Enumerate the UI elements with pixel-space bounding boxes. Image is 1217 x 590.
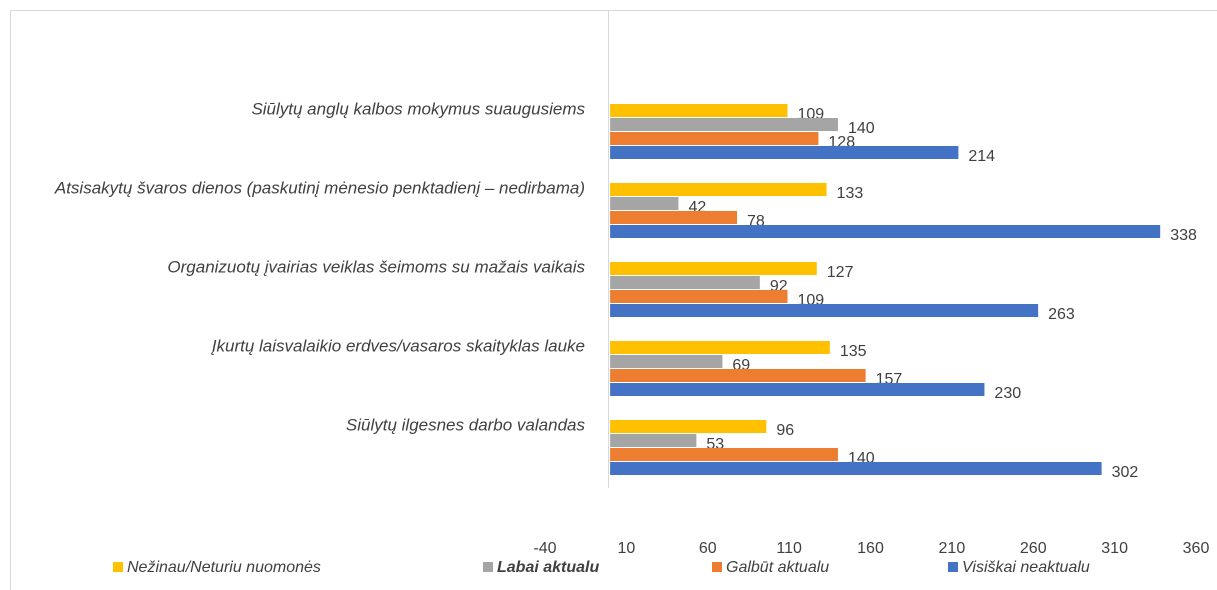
legend-swatch <box>113 562 123 572</box>
value-label: 135 <box>840 343 867 360</box>
x-tick-label: 160 <box>857 540 884 557</box>
bar <box>610 355 723 368</box>
value-label: 96 <box>776 422 794 439</box>
legend-label: Labai aktualu <box>497 559 599 576</box>
bar <box>610 290 788 303</box>
value-label: 214 <box>968 148 995 165</box>
x-tick-label: 210 <box>939 540 966 557</box>
value-label: 230 <box>994 385 1021 402</box>
legend-label: Visiškai neaktualu <box>962 559 1090 576</box>
bar <box>610 383 985 396</box>
bar <box>610 183 827 196</box>
bar <box>610 304 1039 317</box>
value-label: 140 <box>848 120 875 137</box>
x-tick-label: -40 <box>533 540 556 557</box>
value-label: 133 <box>837 185 864 202</box>
x-tick-label: 60 <box>699 540 717 557</box>
x-tick-label: 10 <box>617 540 635 557</box>
legend-label: Galbūt aktualu <box>726 559 829 576</box>
bar <box>610 448 838 461</box>
category-label: Įkurtų laisvalaikio erdves/vasaros skait… <box>211 336 585 355</box>
bar <box>610 146 959 159</box>
legend-swatch <box>948 562 958 572</box>
bar <box>610 104 788 117</box>
x-tick-label: 360 <box>1183 540 1210 557</box>
legend-swatch <box>483 562 493 572</box>
bar <box>610 132 819 145</box>
category-label: Siūlytų anglų kalbos mokymus suaugusiems <box>251 99 585 118</box>
value-label: 338 <box>1170 227 1197 244</box>
category-label: Siūlytų ilgesnes darbo valandas <box>346 415 586 434</box>
value-label: 263 <box>1048 306 1075 323</box>
bar <box>610 197 679 210</box>
legend-swatch <box>712 562 722 572</box>
bar <box>610 262 817 275</box>
bar <box>610 369 866 382</box>
bar <box>610 434 697 447</box>
bar <box>610 341 830 354</box>
chart-frame <box>10 10 1217 590</box>
legend-label: Nežinau/Neturiu nuomonės <box>127 559 321 576</box>
bar <box>610 462 1102 475</box>
x-tick-label: 110 <box>776 540 802 557</box>
bar <box>610 118 838 131</box>
bar <box>610 225 1161 238</box>
category-label: Organizuotų įvairias veiklas šeimoms su … <box>167 257 585 276</box>
category-label: Atsisakytų švaros dienos (paskutinį mėne… <box>54 178 585 197</box>
bar <box>610 211 738 224</box>
x-tick-label: 260 <box>1020 540 1047 557</box>
bar <box>610 276 760 289</box>
bar <box>610 420 767 433</box>
value-label: 302 <box>1112 464 1139 481</box>
x-tick-label: 310 <box>1101 540 1128 557</box>
value-label: 127 <box>827 264 854 281</box>
